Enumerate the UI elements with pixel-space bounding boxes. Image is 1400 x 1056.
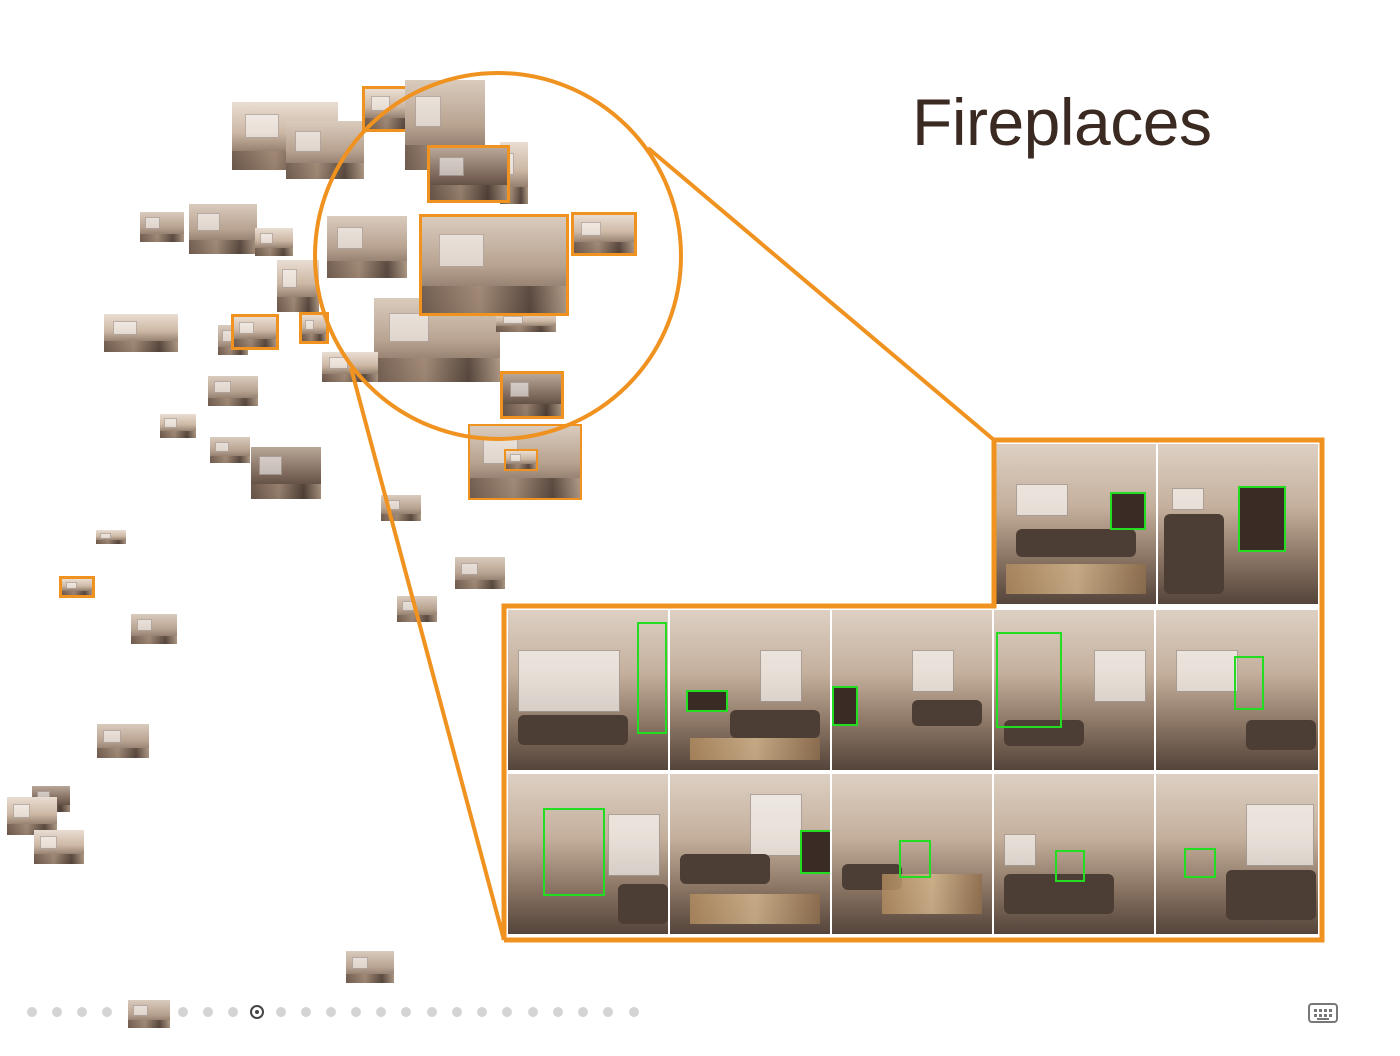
thumbnail-highlighted[interactable] — [427, 145, 510, 203]
thumbnail[interactable] — [97, 724, 149, 758]
thumbnail[interactable] — [455, 557, 505, 589]
slide-title: Fireplaces — [912, 85, 1212, 159]
thumbnail[interactable] — [251, 447, 321, 499]
fireplace-detection-box — [1110, 492, 1146, 530]
grid-image[interactable] — [994, 610, 1154, 770]
thumbnail-highlighted[interactable] — [231, 314, 279, 350]
grid-image[interactable] — [670, 610, 830, 770]
slide-dot[interactable] — [351, 1007, 361, 1017]
slide-dot[interactable] — [427, 1007, 437, 1017]
slide-dot[interactable] — [477, 1007, 487, 1017]
slide-dot-current[interactable] — [250, 1005, 264, 1019]
thumbnail-highlighted[interactable] — [504, 449, 538, 471]
fireplace-detection-box — [686, 690, 728, 712]
fireplace-detection-box — [1238, 486, 1286, 552]
fireplace-detection-box — [800, 830, 830, 874]
thumbnail[interactable] — [397, 596, 437, 622]
thumbnail-highlighted[interactable] — [59, 576, 95, 598]
thumbnail[interactable] — [34, 830, 84, 864]
grid-image[interactable] — [508, 610, 668, 770]
thumbnail[interactable] — [104, 314, 178, 352]
slide-dot[interactable] — [228, 1007, 238, 1017]
slide-dot[interactable] — [578, 1007, 588, 1017]
slide-dot[interactable] — [27, 1007, 37, 1017]
slide-dot[interactable] — [603, 1007, 613, 1017]
fireplace-detection-box — [1234, 656, 1264, 710]
thumbnail[interactable] — [327, 216, 407, 278]
slide-dot[interactable] — [77, 1007, 87, 1017]
slide-dot[interactable] — [326, 1007, 336, 1017]
grid-image[interactable] — [670, 774, 830, 934]
thumbnail[interactable] — [277, 260, 319, 312]
thumbnail[interactable] — [346, 951, 394, 983]
thumbnail[interactable] — [7, 797, 57, 835]
thumbnail[interactable] — [160, 414, 196, 438]
thumbnail[interactable] — [131, 614, 177, 644]
connector-line-upper — [646, 146, 996, 442]
thumbnail[interactable] — [189, 204, 257, 254]
thumbnail[interactable] — [208, 376, 258, 406]
grid-image[interactable] — [1156, 774, 1318, 934]
fireplace-detection-box — [637, 622, 667, 734]
fireplace-detection-box — [543, 808, 605, 896]
thumbnail[interactable] — [381, 495, 421, 521]
slide-dot[interactable] — [376, 1007, 386, 1017]
slide-dot[interactable] — [452, 1007, 462, 1017]
thumbnail[interactable] — [140, 212, 184, 242]
thumbnail[interactable] — [322, 352, 378, 382]
slide-dot[interactable] — [629, 1007, 639, 1017]
slide-dot-preview-thumbnail[interactable] — [128, 1000, 170, 1028]
grid-image[interactable] — [1156, 610, 1318, 770]
slide-dot[interactable] — [301, 1007, 311, 1017]
thumbnail[interactable] — [286, 121, 364, 179]
grid-image[interactable] — [508, 774, 668, 934]
grid-image[interactable] — [832, 774, 992, 934]
grid-image[interactable] — [832, 610, 992, 770]
thumbnail-highlighted[interactable] — [571, 212, 637, 256]
grid-image[interactable] — [994, 774, 1154, 934]
fireplace-detection-box — [832, 686, 858, 726]
fireplace-detection-box — [899, 840, 931, 878]
slide-dot[interactable] — [401, 1007, 411, 1017]
grid-image[interactable] — [996, 444, 1156, 604]
grid-image[interactable] — [1158, 444, 1318, 604]
slide-dot[interactable] — [203, 1007, 213, 1017]
slide-dot[interactable] — [502, 1007, 512, 1017]
fireplace-detection-box — [1055, 850, 1085, 882]
fireplace-detection-box — [996, 632, 1062, 728]
slide-dot[interactable] — [528, 1007, 538, 1017]
thumbnail-highlighted[interactable] — [419, 214, 569, 316]
thumbnail[interactable] — [255, 228, 293, 256]
slide-dot[interactable] — [178, 1007, 188, 1017]
thumbnail[interactable] — [96, 530, 126, 544]
thumbnail-highlighted[interactable] — [500, 371, 564, 419]
slide-dot[interactable] — [102, 1007, 112, 1017]
fireplace-detection-box — [1184, 848, 1216, 878]
slide-dot[interactable] — [553, 1007, 563, 1017]
slide-dot[interactable] — [276, 1007, 286, 1017]
thumbnail-highlighted[interactable] — [299, 312, 329, 344]
keyboard-icon[interactable] — [1308, 1003, 1338, 1023]
thumbnail[interactable] — [210, 437, 250, 463]
slide-dot[interactable] — [52, 1007, 62, 1017]
